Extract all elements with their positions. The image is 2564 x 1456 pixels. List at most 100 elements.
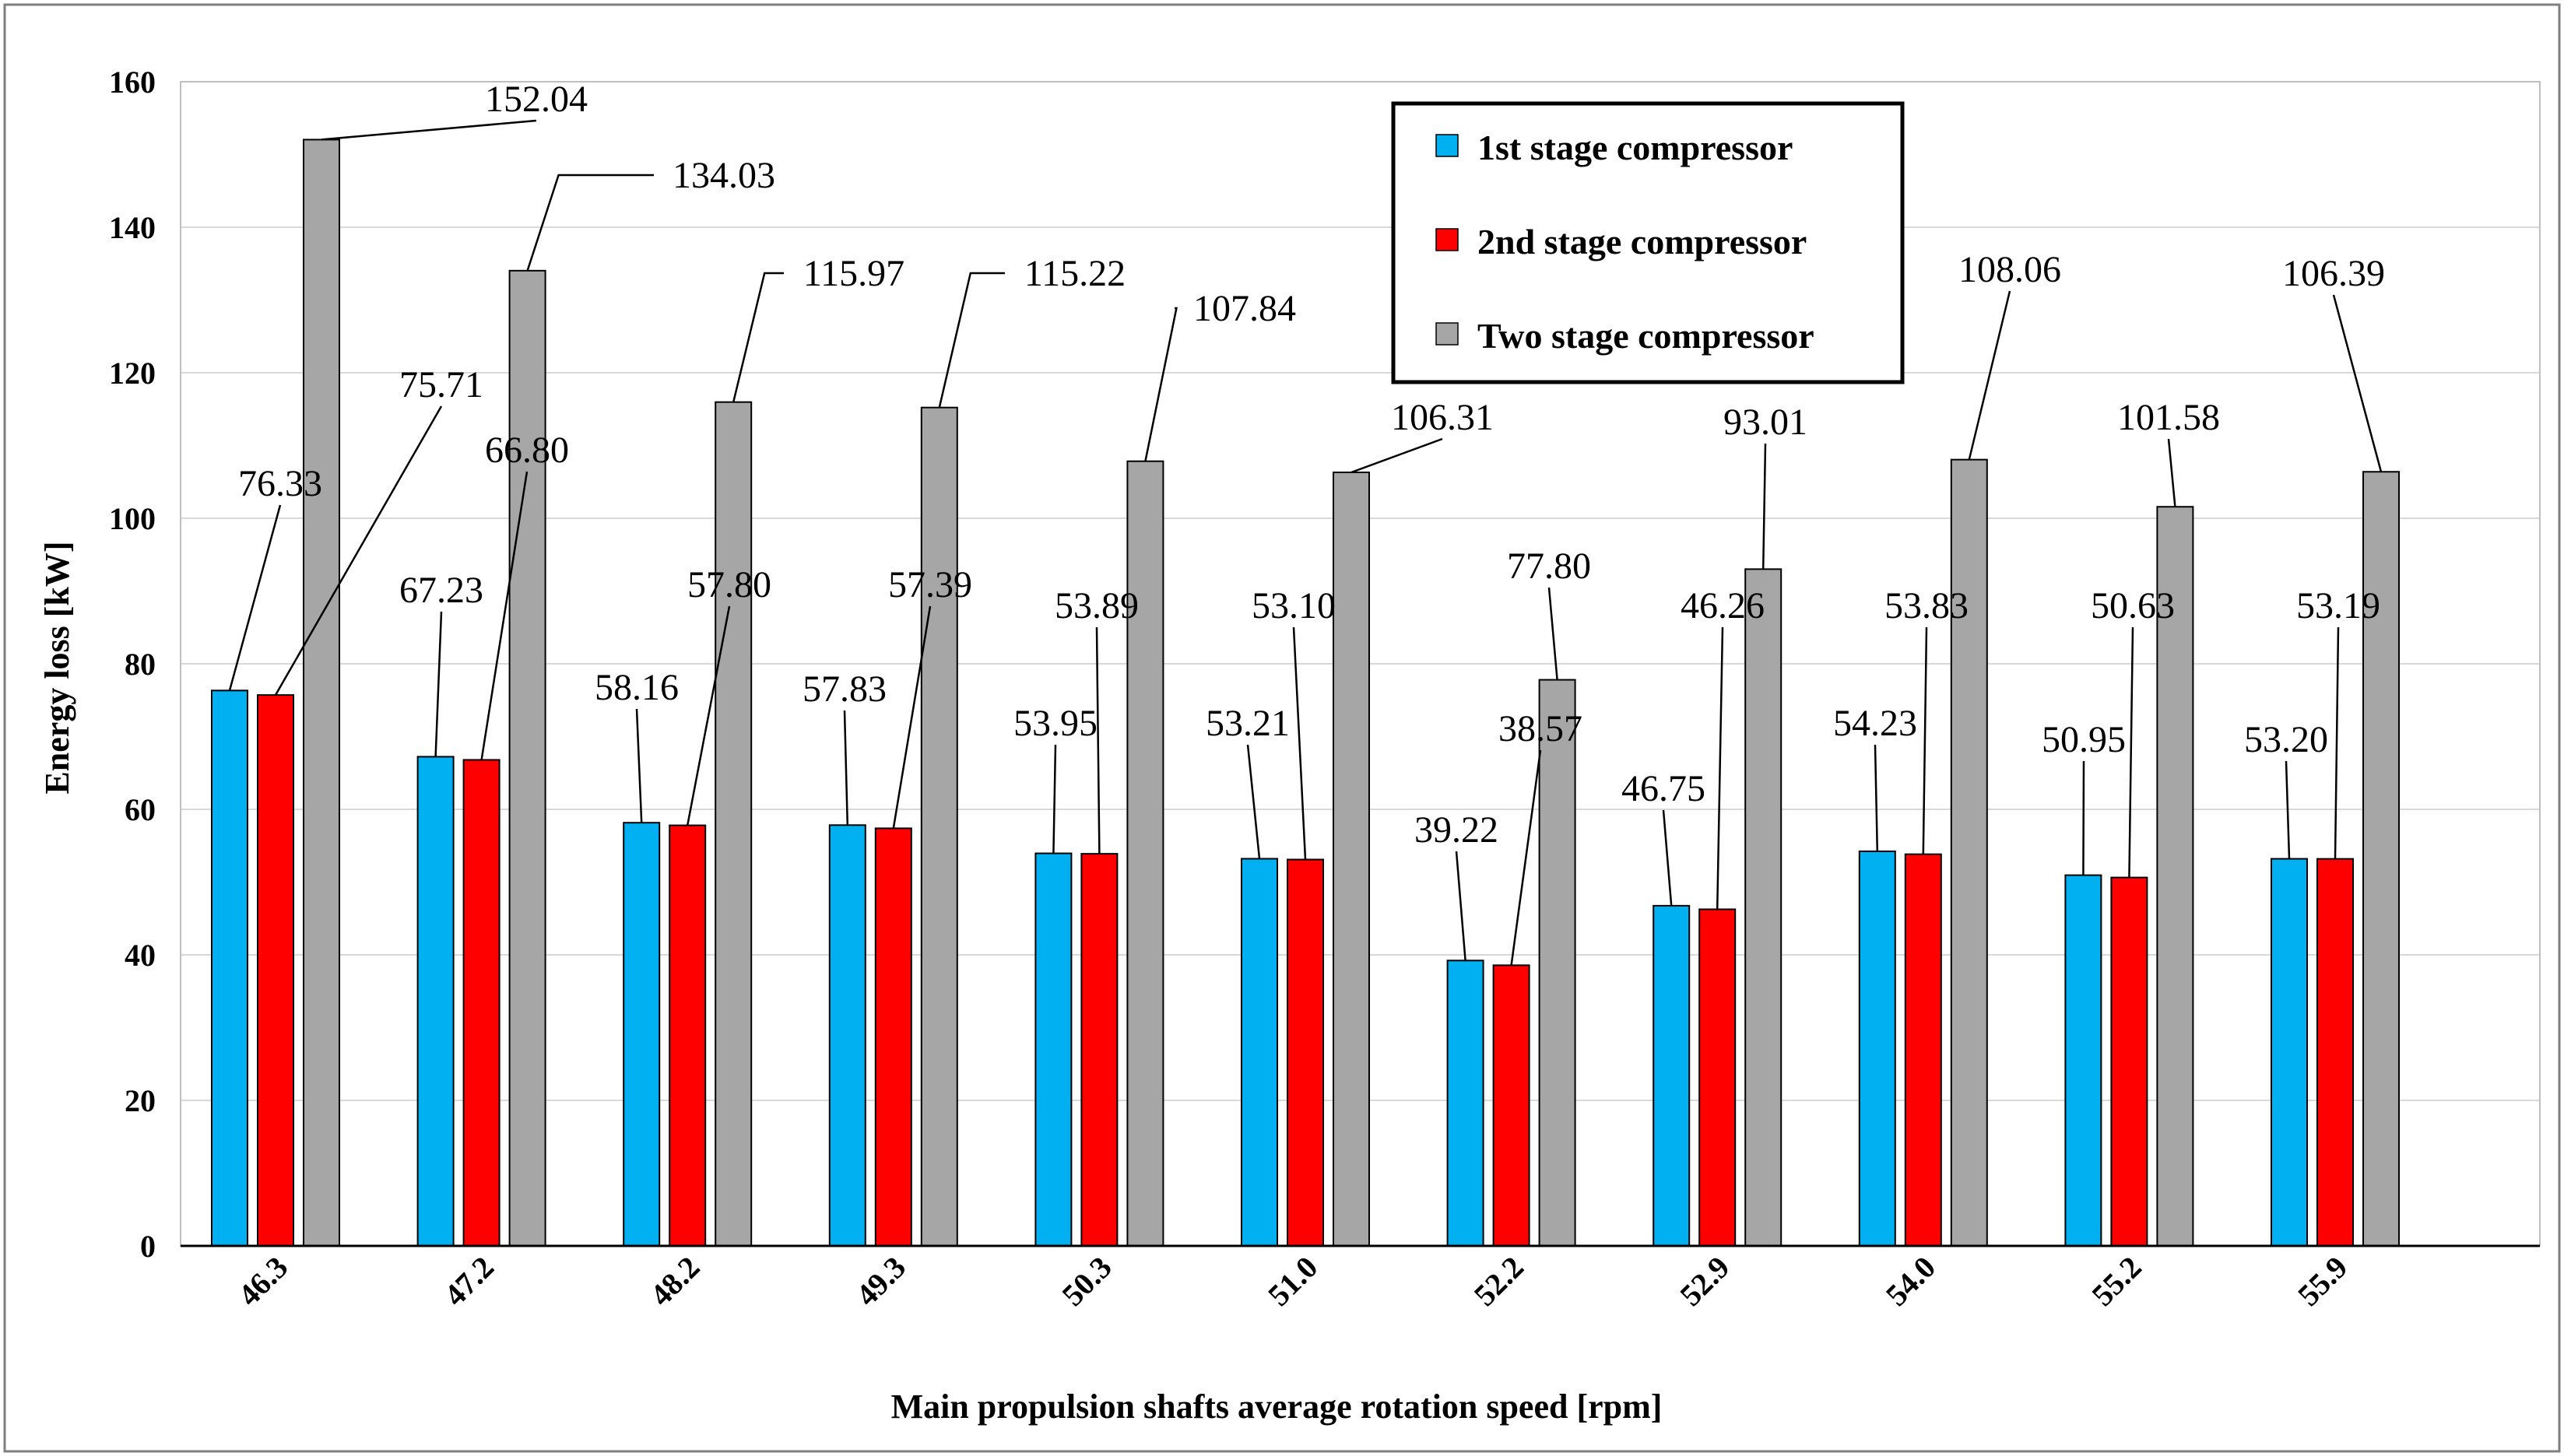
data-label: 152.04 <box>485 79 588 120</box>
leader-line <box>2334 626 2340 859</box>
data-label: 46.75 <box>1621 768 1705 809</box>
legend-label-1st-stage: 1st stage compressor <box>1477 128 1793 167</box>
data-label: 115.22 <box>1024 253 1126 294</box>
leader-line <box>2285 760 2291 859</box>
bar-2nd-stage <box>1698 908 1737 1247</box>
bar-2nd-stage <box>669 824 707 1247</box>
y-tick-label: 20 <box>125 1083 156 1118</box>
bar-two-stage <box>1744 568 1783 1247</box>
data-label: 38.57 <box>1498 708 1582 749</box>
leader-line <box>1510 749 1542 966</box>
data-labels: 76.33 67.23 58.16 57.83 53.95 53.21 39.22 46.75… <box>238 79 2385 851</box>
bar-two-stage <box>1126 460 1164 1247</box>
y-tick-label: 80 <box>125 647 156 682</box>
bar-2nd-stage <box>1492 964 1530 1247</box>
bar-two-stage <box>1333 472 1370 1247</box>
data-label: 53.10 <box>1252 585 1336 626</box>
legend-swatch-1st-stage <box>1435 134 1459 157</box>
leader-line <box>892 605 932 829</box>
leader-line <box>434 611 443 757</box>
data-label: 53.21 <box>1206 703 1290 744</box>
data-label: 134.03 <box>673 155 775 196</box>
data-label: 107.84 <box>1193 288 1296 329</box>
bar-2nd-stage <box>257 694 294 1247</box>
leader-line <box>843 710 849 826</box>
leader-line <box>1246 744 1261 859</box>
bar-1st-stage <box>1653 904 1691 1247</box>
bar-2nd-stage <box>2110 876 2148 1247</box>
leader-line <box>1662 809 1673 906</box>
leader-line <box>1095 626 1101 854</box>
bar-two-stage <box>2362 471 2400 1247</box>
data-label: 67.23 <box>399 570 483 611</box>
leader-line <box>1455 851 1466 961</box>
leader-line <box>2128 626 2134 878</box>
data-label: 77.80 <box>1507 546 1591 587</box>
bar-1st-stage <box>211 689 248 1247</box>
leader-line <box>1547 587 1558 680</box>
y-tick-label: 0 <box>140 1229 156 1264</box>
bar-2nd-stage <box>874 827 912 1247</box>
leader-line <box>1350 437 1443 474</box>
legend-label-2nd-stage: 2nd stage compressor <box>1477 222 1807 261</box>
data-label: 101.58 <box>2117 397 2220 438</box>
data-label: 50.63 <box>2091 585 2175 626</box>
bar-two-stage <box>303 139 340 1247</box>
data-label: 46.26 <box>1681 585 1765 626</box>
data-label: 108.06 <box>1958 249 2061 290</box>
data-label: 53.20 <box>2244 719 2328 760</box>
data-label: 106.31 <box>1391 397 1494 438</box>
data-label: 57.39 <box>888 564 972 605</box>
data-label: 115.97 <box>803 253 904 294</box>
bar-two-stage <box>715 401 753 1247</box>
leader-line <box>732 272 784 402</box>
data-label: 39.22 <box>1414 809 1498 851</box>
leader-line <box>321 119 537 141</box>
bar-2nd-stage <box>462 759 501 1247</box>
leader-line <box>1874 744 1879 851</box>
legend: 1st stage compressor 2nd stage compresso… <box>1391 101 1905 384</box>
y-axis-ticks: 0 20 40 60 80 100 120 140 160 <box>109 65 156 1264</box>
bar-2nd-stage <box>1287 858 1324 1247</box>
y-axis-title: Energy loss [kW] <box>38 541 76 794</box>
data-label: 58.16 <box>595 667 679 708</box>
bar-1st-stage <box>1858 850 1896 1247</box>
bar-1st-stage <box>2064 874 2102 1247</box>
bar-2nd-stage <box>1904 853 1942 1247</box>
bar-1st-stage <box>1446 960 1484 1247</box>
data-label: 53.19 <box>2296 585 2380 626</box>
y-tick-label: 160 <box>109 65 156 100</box>
data-label: 75.71 <box>399 364 483 405</box>
leader-line <box>1716 626 1724 910</box>
y-tick-label: 100 <box>109 501 156 536</box>
data-label: 54.23 <box>1833 703 1917 744</box>
legend-swatch-2nd-stage <box>1435 228 1459 251</box>
data-label: 76.33 <box>238 463 322 504</box>
bar-1st-stage <box>828 824 866 1247</box>
legend-swatch-two-stage <box>1435 322 1459 346</box>
leader-line <box>1968 290 2011 460</box>
data-label: 53.83 <box>1884 585 1969 626</box>
leader-line <box>938 272 1005 408</box>
y-tick-label: 140 <box>109 210 156 245</box>
leader-line <box>1292 626 1307 860</box>
leader-line <box>2082 760 2085 875</box>
bars <box>211 139 2400 1247</box>
data-label: 57.80 <box>687 564 771 605</box>
bar-1st-stage <box>2271 858 2308 1247</box>
y-tick-label: 40 <box>125 938 156 973</box>
bar-two-stage <box>920 406 958 1247</box>
leader-line <box>2332 294 2383 472</box>
legend-label-two-stage: Two stage compressor <box>1477 316 1814 356</box>
leader-line <box>1144 307 1178 461</box>
bar-two-stage <box>508 269 546 1247</box>
bar-2nd-stage <box>1080 853 1119 1247</box>
x-axis-title: Main propulsion shafts average rotation … <box>891 1388 1663 1426</box>
data-label: 57.83 <box>803 668 887 710</box>
bar-two-stage <box>1538 679 1576 1247</box>
leader-line <box>526 174 654 272</box>
leader-line <box>1761 443 1767 570</box>
leader-line <box>686 605 731 826</box>
bar-1st-stage <box>1241 858 1278 1247</box>
